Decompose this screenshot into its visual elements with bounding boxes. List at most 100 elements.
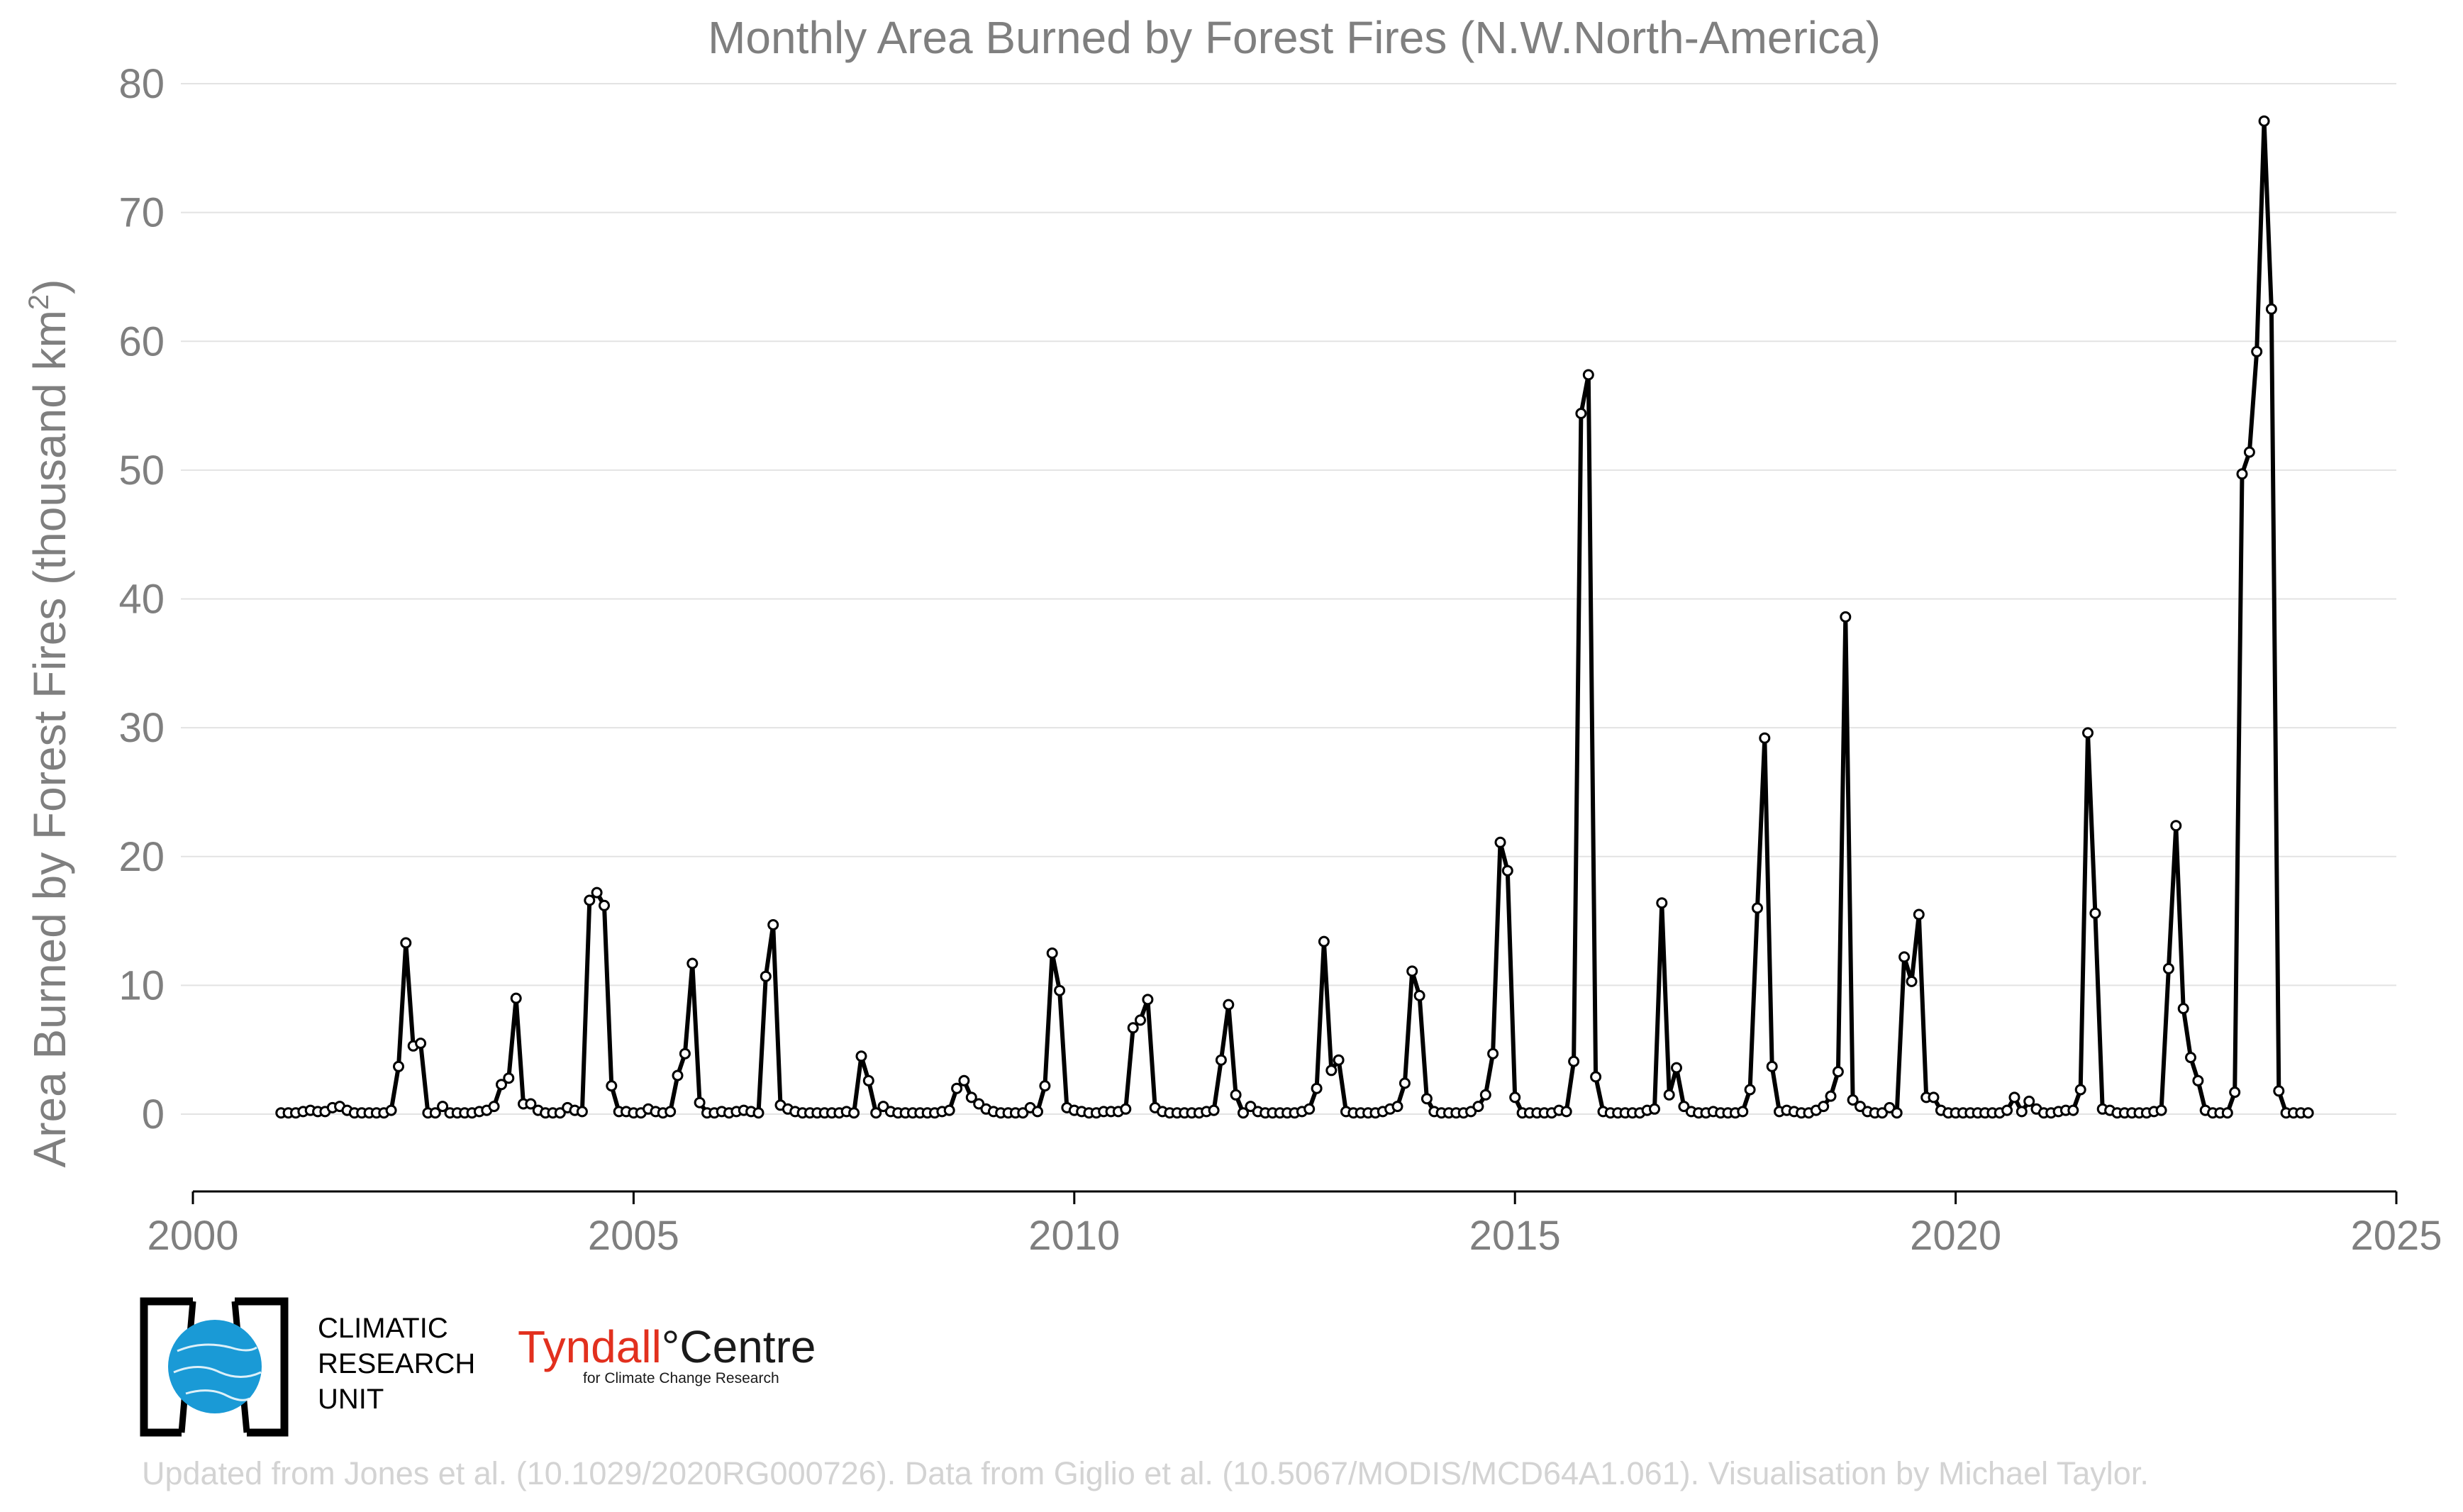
data-point bbox=[2265, 303, 2277, 315]
cru-logo-text: CLIMATIC RESEARCH UNIT bbox=[318, 1311, 475, 1417]
x-tick-label: 2020 bbox=[1910, 1213, 2001, 1259]
tyndall-name: Tyndall bbox=[518, 1321, 662, 1372]
data-point bbox=[1840, 611, 1852, 623]
data-point bbox=[2251, 345, 2263, 357]
data-point bbox=[1494, 836, 1506, 848]
data-point bbox=[2001, 1104, 2013, 1116]
data-point bbox=[2016, 1106, 2028, 1118]
data-point bbox=[1208, 1104, 1220, 1116]
data-point bbox=[760, 970, 772, 982]
data-point bbox=[686, 957, 699, 969]
data-point bbox=[385, 1104, 397, 1116]
y-tick-label: 20 bbox=[118, 834, 165, 880]
data-point bbox=[2162, 962, 2174, 974]
data-point bbox=[2302, 1107, 2314, 1119]
y-tick-label: 10 bbox=[118, 962, 165, 1008]
data-point bbox=[767, 919, 779, 930]
data-point bbox=[415, 1038, 427, 1050]
data-point bbox=[870, 1107, 882, 1119]
data-point bbox=[1744, 1084, 1756, 1096]
data-point bbox=[393, 1060, 404, 1072]
data-point bbox=[1391, 1101, 1403, 1113]
credit-line: Updated from Jones et al. (10.1029/2020R… bbox=[142, 1455, 2149, 1491]
data-point bbox=[1575, 408, 1587, 419]
data-point bbox=[1420, 1093, 1433, 1105]
data-point bbox=[1568, 1055, 1580, 1067]
data-point bbox=[951, 1082, 963, 1094]
data-point bbox=[1590, 1071, 1602, 1083]
data-point bbox=[2177, 1003, 2189, 1015]
data-point bbox=[525, 1098, 537, 1110]
series-line bbox=[281, 118, 2308, 1116]
data-point bbox=[488, 1101, 500, 1113]
data-point bbox=[958, 1074, 970, 1086]
data-point bbox=[752, 1107, 765, 1119]
data-point bbox=[1333, 1054, 1345, 1066]
data-point bbox=[591, 886, 603, 899]
tyndall-centre: Centre bbox=[679, 1321, 816, 1372]
data-point bbox=[1318, 935, 1330, 947]
chart-title: Monthly Area Burned by Forest Fires (N.W… bbox=[708, 12, 1881, 63]
cru-bracket-left bbox=[140, 1297, 193, 1437]
data-point bbox=[1928, 1091, 1940, 1104]
data-point bbox=[1656, 897, 1668, 909]
data-point bbox=[1766, 1060, 1778, 1072]
data-point bbox=[606, 1080, 618, 1092]
y-tick-label: 70 bbox=[118, 190, 165, 236]
data-point bbox=[1325, 1064, 1338, 1077]
data-point bbox=[1759, 732, 1771, 744]
data-point bbox=[2170, 820, 2182, 832]
cru-line-2: RESEARCH bbox=[318, 1348, 476, 1379]
data-point bbox=[437, 1101, 449, 1113]
data-point bbox=[965, 1091, 977, 1104]
data-point bbox=[1017, 1107, 1029, 1119]
data-point bbox=[1054, 984, 1066, 996]
data-point bbox=[1245, 1101, 1257, 1113]
y-tick-label: 60 bbox=[118, 318, 165, 365]
data-point bbox=[576, 1106, 588, 1118]
y-tick-label: 30 bbox=[118, 705, 165, 751]
data-point bbox=[2258, 115, 2270, 127]
data-point bbox=[1215, 1054, 1227, 1066]
data-point bbox=[1906, 975, 1918, 987]
y-tick-label: 0 bbox=[142, 1091, 165, 1138]
data-point bbox=[943, 1104, 955, 1116]
data-point bbox=[1127, 1022, 1139, 1034]
data-point bbox=[1913, 908, 1925, 921]
data-point bbox=[2089, 907, 2101, 919]
data-point bbox=[1120, 1103, 1132, 1115]
x-tick-label: 2015 bbox=[1469, 1213, 1561, 1259]
y-tick-label: 80 bbox=[118, 61, 165, 107]
cru-line-3: UNIT bbox=[318, 1384, 384, 1415]
data-point bbox=[1223, 999, 1235, 1011]
data-point bbox=[694, 1096, 706, 1108]
data-point bbox=[2243, 446, 2255, 458]
x-tick-label: 2005 bbox=[588, 1213, 679, 1259]
data-point bbox=[1039, 1080, 1051, 1092]
data-points bbox=[275, 115, 2314, 1119]
data-point bbox=[584, 894, 596, 906]
data-point bbox=[1877, 1107, 1888, 1119]
data-point bbox=[1884, 1101, 1896, 1113]
data-point bbox=[1399, 1077, 1411, 1089]
data-point bbox=[1406, 965, 1418, 977]
data-point bbox=[1303, 1103, 1316, 1115]
data-point bbox=[973, 1098, 985, 1110]
data-point bbox=[2067, 1104, 2079, 1116]
data-point bbox=[1472, 1101, 1484, 1113]
data-point bbox=[672, 1069, 684, 1082]
data-point bbox=[1752, 902, 1763, 914]
data-point bbox=[429, 1107, 441, 1119]
data-point bbox=[862, 1074, 874, 1086]
data-point bbox=[877, 1101, 889, 1113]
data-point bbox=[2221, 1107, 2233, 1119]
data-point bbox=[1230, 1089, 1242, 1101]
x-tick-label: 2025 bbox=[2350, 1213, 2442, 1259]
data-point bbox=[503, 1072, 515, 1084]
globe-continents bbox=[173, 1343, 262, 1401]
data-point bbox=[2236, 468, 2248, 480]
y-axis-label: Area Burned by Forest Fires (thousand km… bbox=[23, 279, 75, 1168]
data-point bbox=[1479, 1089, 1491, 1101]
data-point bbox=[1832, 1066, 1844, 1078]
